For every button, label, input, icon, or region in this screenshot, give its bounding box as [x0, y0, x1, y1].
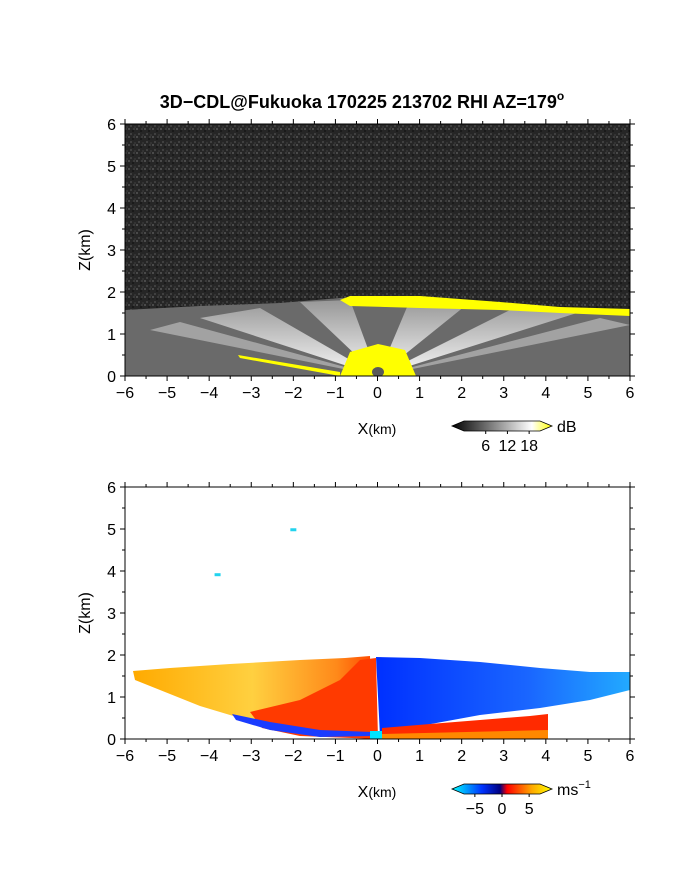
x-tick-label: −3 — [242, 385, 260, 402]
x-axis-label: X(km) — [358, 784, 397, 801]
x-tick-label: 6 — [626, 385, 635, 402]
echo-spokes-dim — [150, 318, 630, 376]
x-tick-label: −3 — [242, 748, 260, 765]
y-tick-labels: 0 1 2 3 4 5 6 — [107, 117, 116, 386]
x-tick-label: 5 — [583, 385, 592, 402]
y-tick-label: 3 — [107, 243, 116, 260]
y-tick-labels: 0 1 2 3 4 5 6 — [107, 480, 116, 749]
x-axis-label: X(km) — [358, 421, 397, 438]
saturated-near — [340, 344, 416, 376]
y-axis-label: Z(km) — [77, 592, 94, 634]
x-tick-label: −1 — [326, 748, 344, 765]
colorbar-unit: ms−1 — [557, 779, 591, 799]
y-tick-label: 0 — [107, 369, 116, 386]
isolated-echo — [290, 528, 297, 532]
x-tick-label: −1 — [326, 385, 344, 402]
reflectivity-field — [125, 124, 630, 376]
colorbar-bar — [450, 420, 554, 432]
colorbar-tick-label: −5 — [466, 801, 484, 818]
x-tick-label: 1 — [415, 385, 424, 402]
colorbar-tick-label: 12 — [499, 438, 517, 455]
y-tick-label: 5 — [107, 159, 116, 176]
colorbar-ticks: −5 0 5 — [466, 794, 534, 818]
colorbar-unit: dB — [557, 419, 577, 436]
colorbar-tick-label: 18 — [520, 438, 538, 455]
y-tick-label: 2 — [107, 648, 116, 665]
y-tick-label: 4 — [107, 564, 116, 581]
x-tick-label: −2 — [284, 385, 302, 402]
x-tick-labels: −6 −5 −4 −3 −2 −1 0 1 2 3 4 5 6 — [116, 385, 635, 402]
y-tick-label: 1 — [107, 327, 116, 344]
x-tick-label: −5 — [158, 748, 176, 765]
cyan-near-site — [370, 731, 382, 739]
radar-site-blank — [372, 367, 384, 376]
chart-title: 3D−CDL@Fukuoka 170225 213702 RHI AZ=179o — [160, 89, 564, 112]
y-tick-label: 6 — [107, 117, 116, 134]
isolated-echoes — [214, 528, 297, 577]
x-tick-label: 1 — [415, 748, 424, 765]
reflectivity-colorbar: 6 12 18 dB — [450, 419, 577, 455]
x-tick-label: −5 — [158, 385, 176, 402]
orange-lower-right — [382, 730, 548, 739]
x-tick-label: 4 — [541, 385, 550, 402]
y-tick-label: 3 — [107, 606, 116, 623]
isolated-echo — [214, 573, 221, 577]
x-tick-label: 2 — [457, 385, 466, 402]
y-tick-label: 2 — [107, 285, 116, 302]
x-tick-label: −4 — [200, 385, 218, 402]
x-tick-label: −2 — [284, 748, 302, 765]
tick-marks — [120, 482, 635, 744]
x-tick-label: 3 — [499, 385, 508, 402]
cool-region — [376, 657, 630, 736]
x-tick-label: 5 — [583, 748, 592, 765]
x-tick-label: 0 — [373, 748, 382, 765]
velocity-field — [133, 528, 630, 739]
x-tick-label: 0 — [373, 385, 382, 402]
colorbar-tick-label: 0 — [498, 801, 507, 818]
x-tick-label: 2 — [457, 748, 466, 765]
y-tick-label: 1 — [107, 690, 116, 707]
colorbar-bar — [450, 783, 554, 795]
saturated-top — [340, 296, 630, 316]
y-axis-label: Z(km) — [77, 229, 94, 271]
x-tick-label: 6 — [626, 748, 635, 765]
x-tick-label: −4 — [200, 748, 218, 765]
red-core — [250, 658, 378, 739]
colorbar-tick-label: 5 — [525, 801, 534, 818]
y-tick-label: 6 — [107, 480, 116, 497]
y-tick-label: 0 — [107, 732, 116, 749]
blue-low-left — [232, 714, 372, 737]
tick-marks — [120, 119, 635, 381]
saturated-low — [238, 355, 340, 376]
velocity-colorbar: −5 0 5 ms−1 — [450, 779, 591, 818]
x-tick-labels: −6 −5 −4 −3 −2 −1 0 1 2 3 4 5 6 — [116, 748, 635, 765]
x-tick-label: −6 — [116, 748, 134, 765]
y-tick-label: 4 — [107, 201, 116, 218]
colorbar-tick-label: 6 — [481, 438, 490, 455]
x-tick-label: 4 — [541, 748, 550, 765]
colorbar-ticks: 6 12 18 — [481, 431, 538, 455]
x-tick-label: 3 — [499, 748, 508, 765]
x-tick-label: −6 — [116, 385, 134, 402]
y-tick-label: 5 — [107, 522, 116, 539]
